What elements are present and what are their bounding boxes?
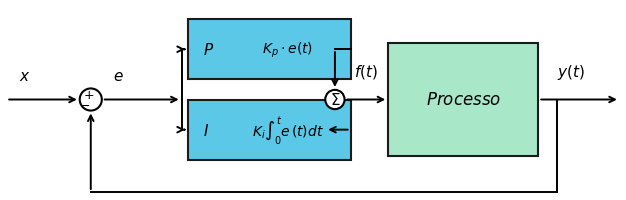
FancyBboxPatch shape — [388, 44, 538, 156]
Text: $\Sigma$: $\Sigma$ — [330, 92, 340, 108]
Ellipse shape — [326, 90, 344, 110]
FancyBboxPatch shape — [188, 100, 351, 160]
Text: −: − — [80, 99, 91, 112]
Text: $K_i\int_0^t e\,(t)dt$: $K_i\int_0^t e\,(t)dt$ — [252, 114, 324, 146]
Text: +: + — [84, 89, 95, 102]
Text: $e$: $e$ — [113, 69, 124, 83]
Text: $I$: $I$ — [203, 122, 210, 138]
Text: $P$: $P$ — [203, 42, 215, 58]
Ellipse shape — [80, 89, 102, 111]
Text: $y(t)$: $y(t)$ — [557, 63, 585, 81]
Text: $x$: $x$ — [19, 69, 31, 83]
Text: $\mathit{Processo}$: $\mathit{Processo}$ — [426, 91, 501, 109]
FancyBboxPatch shape — [188, 20, 351, 80]
Text: $K_p \cdot e(t)$: $K_p \cdot e(t)$ — [262, 40, 314, 60]
Text: $f(t)$: $f(t)$ — [354, 63, 378, 81]
